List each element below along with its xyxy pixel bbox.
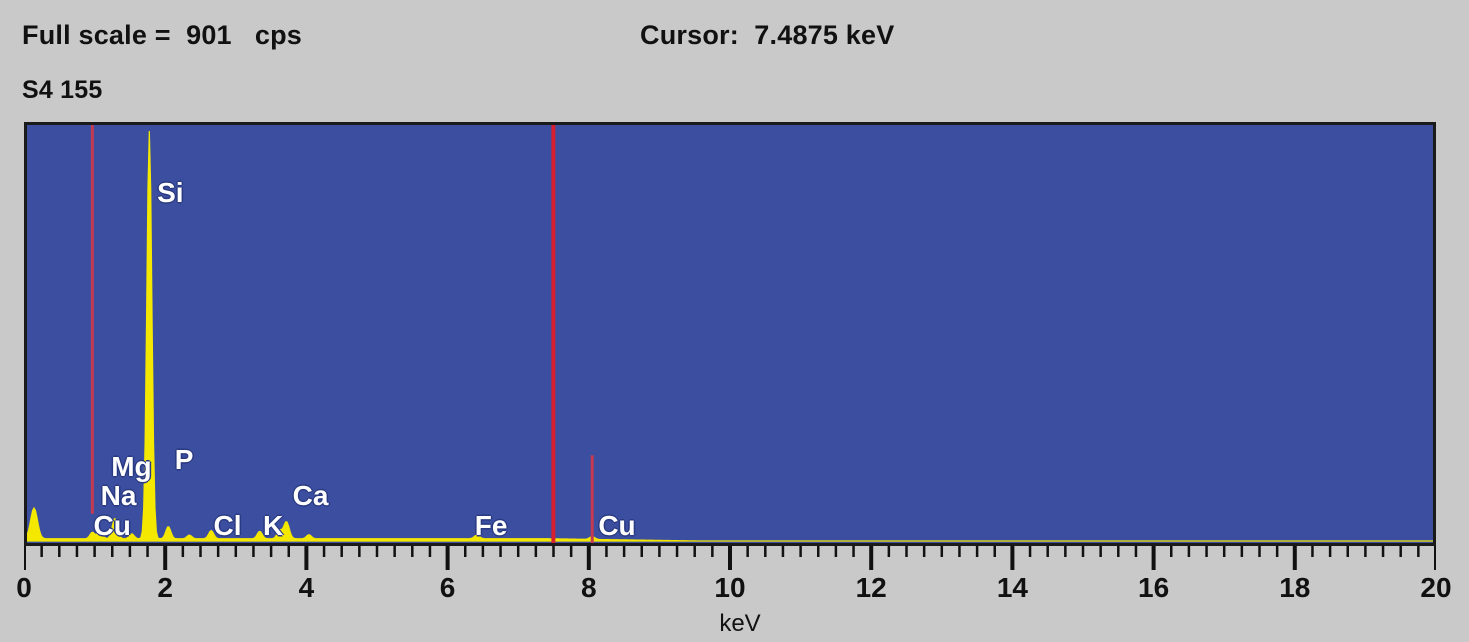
x-tick-label: 4 <box>298 572 315 603</box>
x-axis-ticks <box>24 546 1436 570</box>
x-tick-label: 20 <box>1420 572 1452 603</box>
cursor-readout: Cursor: 7.4875 keV <box>640 20 895 50</box>
x-tick-label: 14 <box>996 572 1028 603</box>
x-axis-title: keV <box>719 610 761 637</box>
x-tick-label: 8 <box>581 572 597 603</box>
full-scale-readout: Full scale = 901 cps <box>22 20 303 50</box>
x-tick-label: 10 <box>714 572 746 603</box>
x-tick-label: 12 <box>855 572 887 603</box>
spectrum-trace-group <box>27 130 1433 542</box>
x-tick-label: 0 <box>16 572 32 603</box>
sample-name-label: S4 155 <box>22 76 103 104</box>
x-tick-label: 16 <box>1138 572 1170 603</box>
spectrum-trace <box>27 130 1433 542</box>
x-axis: 0 2 4 6 8 10 12 14 16 18 20 keV <box>16 546 1452 642</box>
cursor-line-group <box>92 125 592 543</box>
spectrum-canvas <box>27 125 1433 543</box>
x-tick-label: 6 <box>439 572 456 603</box>
spectrum-plot-area[interactable]: Si Mg P Na Cu Cl K Ca Fe Cu <box>24 122 1436 546</box>
x-tick-label: 2 <box>157 572 173 603</box>
x-tick-label: 18 <box>1279 572 1311 603</box>
